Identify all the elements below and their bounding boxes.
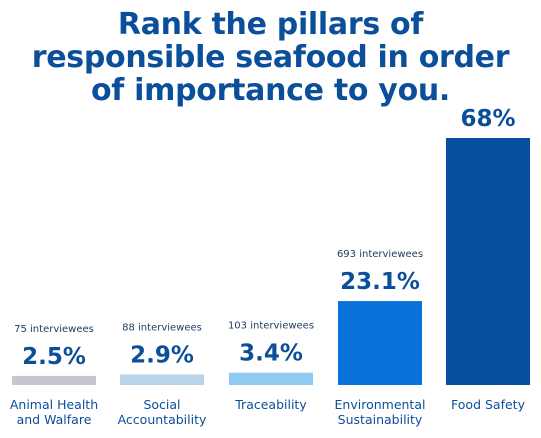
bar <box>229 372 313 385</box>
category-label-line: Social <box>143 397 180 412</box>
bar-value-label: 2.9% <box>130 342 194 368</box>
category-label: Animal Health and Walfare <box>10 397 98 427</box>
category-label-line: Traceability <box>234 397 307 412</box>
bar-value-label: 2.5% <box>22 344 86 370</box>
bar-value-label: 23.1% <box>340 269 420 295</box>
category-label-line: Food Safety <box>451 397 526 412</box>
category-label: Environmental Sustainability <box>335 397 426 427</box>
category-label-line: Animal Health <box>10 397 98 412</box>
chart-title-line: of importance to you. <box>90 73 451 108</box>
chart-title-line: Rank the pillars of <box>117 7 424 42</box>
bar-count-label: 75 interviewees <box>14 324 94 335</box>
bar <box>120 374 204 385</box>
category-label: Traceability <box>234 397 307 412</box>
bar-count-label: 88 interviewees <box>122 322 202 333</box>
bar-value-label: 3.4% <box>239 341 303 367</box>
category-label-line: Environmental <box>335 397 426 412</box>
bars-layer: 2.5% 75 interviewees Animal Health and Walf… <box>10 106 530 427</box>
bar-value-label: 68% <box>460 106 515 132</box>
category-label-line: and Walfare <box>17 412 92 427</box>
bar <box>12 375 96 385</box>
category-label: Food Safety <box>451 397 526 412</box>
bar-count-label: 103 interviewees <box>228 321 314 332</box>
bar-count-label: 693 interviewees <box>337 249 423 260</box>
chart-title: Rank the pillars of responsible seafood … <box>0 8 541 107</box>
category-label: Social Accountability <box>118 397 207 427</box>
category-label-line: Sustainability <box>338 412 423 427</box>
category-label-line: Accountability <box>118 412 207 427</box>
bar <box>446 138 530 385</box>
bar <box>338 301 422 385</box>
chart-title-line: responsible seafood in order <box>31 40 510 75</box>
